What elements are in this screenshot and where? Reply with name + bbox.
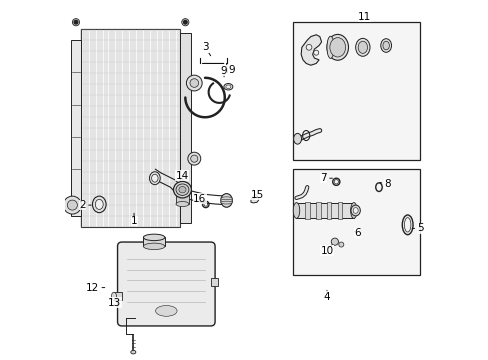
Ellipse shape [92, 196, 106, 213]
Ellipse shape [404, 218, 410, 232]
Text: 4: 4 [323, 292, 329, 302]
Ellipse shape [402, 215, 412, 235]
Text: 14: 14 [175, 171, 188, 181]
Bar [316, 202, 320, 220]
Circle shape [63, 196, 81, 214]
Ellipse shape [179, 186, 185, 193]
Ellipse shape [352, 208, 357, 213]
Ellipse shape [225, 85, 230, 89]
Ellipse shape [326, 35, 348, 60]
Ellipse shape [350, 203, 356, 219]
Polygon shape [250, 194, 258, 203]
Ellipse shape [151, 174, 158, 182]
Circle shape [67, 200, 77, 210]
Bar [305, 202, 309, 220]
Text: 10: 10 [320, 246, 333, 256]
Ellipse shape [355, 39, 369, 56]
Text: 9: 9 [228, 64, 235, 75]
Bar [292, 22, 419, 160]
Text: 1: 1 [130, 216, 137, 226]
Ellipse shape [95, 199, 103, 210]
Bar [143, 237, 164, 246]
Ellipse shape [221, 201, 232, 204]
Ellipse shape [329, 38, 345, 57]
Text: 5: 5 [416, 224, 423, 233]
Circle shape [330, 238, 338, 245]
Circle shape [182, 19, 188, 26]
Bar [292, 169, 419, 275]
Circle shape [338, 242, 343, 247]
Text: 6: 6 [353, 228, 360, 238]
Circle shape [190, 79, 198, 87]
Ellipse shape [326, 36, 333, 58]
Bar [70, 40, 81, 216]
Circle shape [313, 50, 318, 55]
Text: 11: 11 [357, 12, 370, 22]
Ellipse shape [224, 84, 232, 90]
Text: 2: 2 [79, 200, 86, 210]
Text: 3: 3 [202, 42, 208, 52]
Circle shape [183, 21, 187, 24]
Ellipse shape [221, 194, 232, 207]
Circle shape [305, 44, 311, 50]
Bar [326, 202, 330, 220]
Ellipse shape [131, 350, 136, 354]
Ellipse shape [111, 292, 116, 300]
Text: 9: 9 [220, 66, 227, 76]
Bar [81, 29, 180, 227]
Text: 15: 15 [250, 190, 263, 200]
Circle shape [74, 21, 78, 24]
Text: 12: 12 [86, 283, 99, 293]
Ellipse shape [143, 243, 164, 249]
Ellipse shape [382, 41, 388, 50]
Ellipse shape [221, 197, 232, 200]
Ellipse shape [149, 172, 160, 185]
Ellipse shape [143, 234, 164, 240]
Circle shape [187, 152, 201, 165]
Ellipse shape [380, 39, 391, 52]
Bar [180, 33, 190, 223]
Ellipse shape [176, 202, 188, 207]
Text: 3: 3 [202, 42, 208, 52]
Bar [176, 195, 188, 204]
Ellipse shape [173, 181, 191, 198]
Bar [337, 202, 341, 220]
Text: 7: 7 [320, 173, 326, 183]
Ellipse shape [357, 41, 367, 53]
Bar [114, 292, 122, 300]
Text: 8: 8 [384, 179, 390, 189]
Ellipse shape [176, 184, 188, 195]
Ellipse shape [293, 134, 301, 144]
Text: 16: 16 [193, 194, 206, 204]
Bar [210, 278, 218, 286]
Circle shape [190, 155, 198, 162]
Bar [296, 203, 353, 219]
Circle shape [186, 75, 202, 91]
Circle shape [72, 19, 80, 26]
Ellipse shape [155, 306, 177, 316]
Text: 13: 13 [108, 298, 121, 308]
Ellipse shape [293, 203, 299, 219]
Polygon shape [301, 35, 321, 65]
FancyBboxPatch shape [117, 242, 215, 326]
Ellipse shape [350, 205, 360, 216]
